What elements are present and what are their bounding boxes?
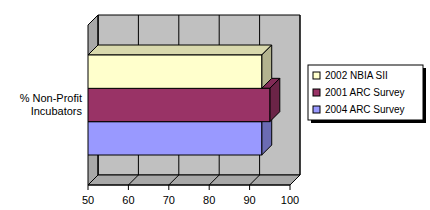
- floor-grid-line: [169, 175, 179, 185]
- floor-grid-line: [128, 175, 138, 185]
- legend-label: 2001 ARC Survey: [325, 87, 405, 98]
- bars: [88, 45, 280, 155]
- legend-label: 2004 ARC Survey: [325, 104, 405, 115]
- floor-grid-line: [209, 175, 219, 185]
- tick-label: 70: [163, 194, 175, 206]
- tick-label: 100: [281, 194, 299, 206]
- tick-label: 60: [122, 194, 134, 206]
- x-axis-line: [88, 185, 290, 186]
- tick-label: 90: [243, 194, 255, 206]
- tick-mark: [290, 185, 291, 190]
- tick-mark: [128, 185, 129, 190]
- tick-label: 50: [82, 194, 94, 206]
- floor-grid-line: [88, 175, 98, 185]
- bar: [88, 45, 272, 88]
- floor-grid-line: [250, 175, 260, 185]
- floor: [88, 175, 300, 185]
- tick-label: 80: [203, 194, 215, 206]
- tick-mark: [249, 185, 250, 190]
- tick-mark: [209, 185, 210, 190]
- category-label: % Non-Profit Incubators: [10, 92, 82, 118]
- tick-mark: [88, 185, 89, 190]
- legend-box: [308, 65, 423, 120]
- legend-label: 2002 NBIA SII: [325, 70, 388, 81]
- legend-swatch: [313, 72, 320, 79]
- legend-swatch: [313, 106, 320, 113]
- legend-swatch: [313, 89, 320, 96]
- tick-mark: [168, 185, 169, 190]
- floor-grid-line: [290, 175, 300, 185]
- grid-line: [300, 15, 301, 175]
